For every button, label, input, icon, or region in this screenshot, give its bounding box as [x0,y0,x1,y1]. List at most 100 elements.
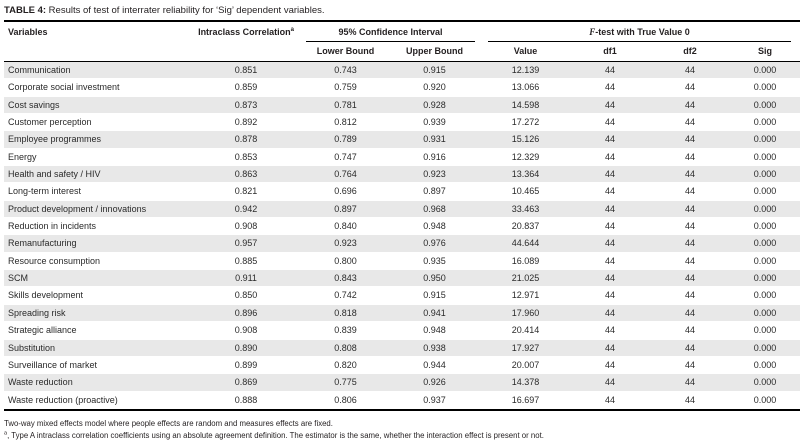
cell-sig: 0.000 [753,325,777,336]
cell-df1: 44 [605,82,616,93]
cell-icc: 0.888 [234,394,258,405]
cell-value: 12.139 [511,65,540,75]
table-row: Health and safety / HIV 0.863 0.764 0.923 13… [4,165,801,183]
cell-icc: 0.850 [234,290,258,301]
table-row: Long-term interest 0.821 0.696 0.897 10.465 4… [4,183,801,201]
cell-lower: 0.696 [334,186,357,197]
cell-icc: 0.853 [234,151,258,162]
cell-lower: 0.839 [334,325,357,336]
cell-variable: Product development / innovations [8,203,147,214]
cell-df1: 44 [605,65,616,75]
cell-variable: Remanufacturing [8,238,77,249]
table-caption-text: Results of test of interrater reliabilit… [46,5,325,16]
cell-lower: 0.820 [334,359,357,370]
cell-variable: Surveillance of market [8,359,98,370]
cell-sig: 0.000 [753,151,777,162]
table-header: Variables Intraclass Correlationa 95% Co… [4,22,801,62]
table-row: Surveillance of market 0.899 0.820 0.944 20.… [4,356,801,374]
table-row: Employee programmes 0.878 0.789 0.931 15.126… [4,130,801,149]
cell-df1: 44 [605,117,616,128]
cell-lower: 0.789 [334,134,357,145]
table-row: Waste reduction 0.869 0.775 0.926 14.378 44 44… [4,373,801,392]
icc-footnote-marker: a [290,27,294,33]
cell-df2: 44 [685,203,696,214]
cell-variable: Resource consumption [8,255,101,266]
table-row: Remanufacturing 0.957 0.923 0.976 44.644 44 44… [4,234,801,253]
cell-icc: 0.957 [234,238,258,249]
cell-df1: 44 [605,377,616,388]
cell-upper: 0.897 [423,186,446,197]
interrater-reliability-table: Variables Intraclass Correlationa 95% Co… [4,22,801,409]
cell-lower: 0.840 [334,221,357,232]
cell-df1: 44 [605,359,616,370]
cell-upper: 0.916 [423,151,446,162]
table-row: Reduction in incidents 0.908 0.840 0.948 20.… [4,218,801,235]
cell-upper: 0.950 [423,273,446,284]
col-header-df1: df1 [570,42,651,62]
cell-value: 16.697 [511,394,540,405]
cell-icc: 0.869 [234,377,258,388]
col-header-variables: Variables [4,22,189,62]
cell-value: 10.465 [511,186,540,197]
col-header-lower-bound: Lower Bound [303,42,388,62]
cell-lower: 0.742 [334,290,357,301]
cell-upper: 0.944 [423,359,446,370]
table-title: TABLE 4: Results of test of interrater r… [4,3,800,22]
cell-icc: 0.908 [234,325,258,336]
cell-df1: 44 [605,307,616,318]
cell-upper: 0.938 [423,342,446,353]
cell-value: 33.463 [511,203,540,214]
table-row: Cost savings 0.873 0.781 0.928 14.598 44 44 0.0… [4,96,801,114]
cell-df2: 44 [685,359,696,370]
cell-value: 20.007 [511,359,540,370]
cell-sig: 0.000 [753,169,777,180]
cell-df2: 44 [685,394,696,405]
cell-value: 13.364 [511,169,540,180]
cell-icc: 0.821 [234,186,258,197]
cell-upper: 0.923 [423,169,446,180]
cell-sig: 0.000 [753,186,777,197]
cell-sig: 0.000 [753,359,777,370]
cell-variable: Waste reduction (proactive) [8,394,118,405]
cell-icc: 0.851 [234,65,258,75]
cell-icc: 0.890 [234,342,258,353]
cell-icc: 0.859 [234,82,258,93]
cell-lower: 0.808 [334,342,357,353]
cell-df2: 44 [685,65,696,75]
cell-upper: 0.935 [423,255,446,266]
cell-value: 44.644 [511,238,540,249]
cell-lower: 0.781 [334,99,357,110]
cell-sig: 0.000 [753,203,777,214]
cell-lower: 0.775 [334,377,357,388]
cell-value: 12.329 [511,151,540,162]
cell-df2: 44 [685,82,696,93]
header-sub-row: Lower Bound Upper Bound Value df1 df2 Si… [4,42,801,62]
col-header-value: Value [481,42,571,62]
cell-icc: 0.885 [234,255,258,266]
cell-variable: Spreading risk [8,307,66,318]
cell-upper: 0.928 [423,99,446,110]
col-header-upper-bound: Upper Bound [388,42,482,62]
table-row: Corporate social investment 0.859 0.759 0.9… [4,79,801,97]
cell-upper: 0.926 [423,377,446,388]
cell-df1: 44 [605,273,616,284]
cell-variable: Cost savings [8,99,60,110]
cell-df2: 44 [685,307,696,318]
cell-value: 17.960 [511,307,540,318]
cell-variable: Strategic alliance [8,325,77,336]
cell-value: 14.598 [511,99,540,110]
table-row: Substitution 0.890 0.808 0.938 17.927 44 44 0.0… [4,339,801,357]
cell-value: 12.971 [511,290,540,301]
table-row: Customer perception 0.892 0.812 0.939 17.272… [4,114,801,131]
col-header-intraclass-correlation: Intraclass Correlationa [189,22,303,62]
table-row: Spreading risk 0.896 0.818 0.941 17.960 44 44 0… [4,304,801,322]
cell-df2: 44 [685,151,696,162]
cell-df2: 44 [685,238,696,249]
cell-sig: 0.000 [753,273,777,284]
cell-df1: 44 [605,186,616,197]
cell-upper: 0.915 [423,290,446,301]
cell-upper: 0.948 [423,221,446,232]
cell-value: 14.378 [511,377,540,388]
cell-lower: 0.747 [334,151,357,162]
cell-df1: 44 [605,221,616,232]
